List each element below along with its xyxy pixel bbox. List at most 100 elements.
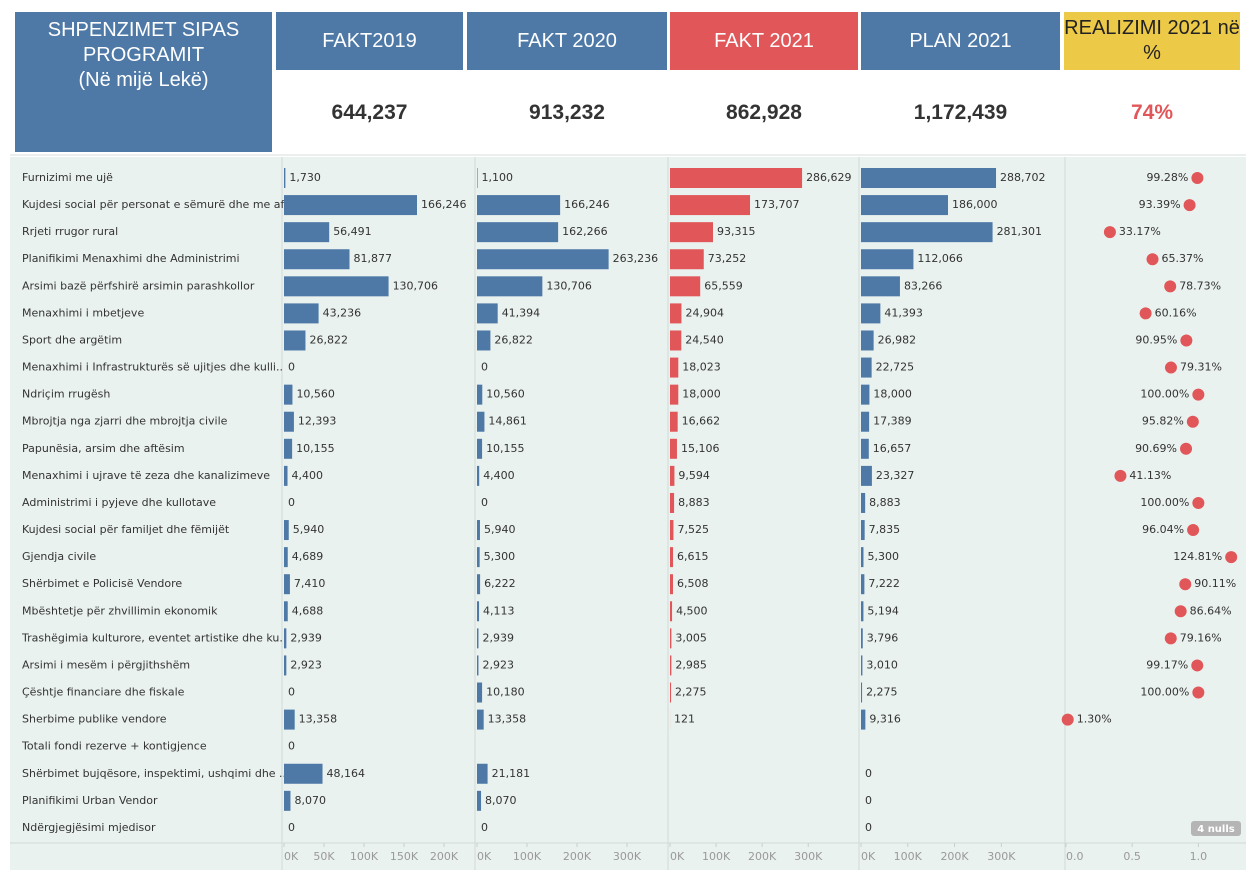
value-label: 14,861: [488, 415, 527, 428]
value-label: 0: [481, 496, 488, 509]
value-label: 7,410: [294, 577, 326, 590]
dot: [1183, 199, 1196, 212]
bar: [477, 438, 483, 459]
value-label: 10,155: [296, 442, 335, 455]
category-label: Ndërgjegjësimi mjedisor: [22, 821, 156, 834]
x-tick-label: 200K: [563, 850, 592, 863]
bar: [670, 303, 682, 324]
x-tick-label: 0K: [861, 850, 876, 863]
value-label: 10,155: [486, 442, 525, 455]
bar: [670, 547, 674, 568]
value-label: 2,275: [866, 686, 898, 699]
kpi-value: 862,928: [726, 101, 802, 124]
category-label: Sport dhe argëtim: [22, 333, 122, 346]
value-label: 48,164: [327, 767, 366, 780]
category-label: Shërbimet e Policisë Vendore: [22, 577, 182, 590]
value-label: 0: [288, 496, 295, 509]
bar: [284, 222, 330, 243]
x-tick-label: 1.0: [1190, 850, 1208, 863]
category-label: Çështje financiare dhe fiskale: [22, 686, 185, 699]
bar: [477, 249, 609, 270]
bar: [861, 438, 869, 459]
value-label: 5,194: [867, 604, 899, 617]
x-tick-label: 300K: [794, 850, 823, 863]
title: SHPENZIMET SIPAS PROGRAMIT: [47, 19, 240, 66]
bar: [861, 655, 863, 676]
value-label: 162,266: [562, 225, 608, 238]
nulls-indicator: 4 nulls: [1197, 824, 1235, 835]
dot: [1192, 686, 1205, 699]
value-label: 100.00%: [1140, 388, 1189, 401]
bar: [477, 168, 478, 188]
bar: [861, 195, 948, 216]
value-label: 286,629: [806, 171, 852, 184]
bar: [670, 492, 675, 513]
value-label: 41.13%: [1129, 469, 1171, 482]
bar: [284, 763, 323, 784]
bar: [670, 601, 673, 622]
value-label: 33.17%: [1119, 225, 1161, 238]
value-label: 2,923: [482, 658, 514, 671]
category-label: Menaxhimi i Infrastrukturës së ujitjes d…: [22, 361, 283, 374]
value-label: 2,939: [482, 631, 513, 644]
bar: [861, 628, 863, 649]
bar: [284, 574, 290, 595]
category-label: Gjendja civile: [22, 550, 96, 563]
bar: [670, 384, 679, 405]
x-tick-label: 0K: [670, 850, 685, 863]
value-label: 5,940: [293, 523, 325, 536]
value-label: 79.31%: [1180, 361, 1222, 374]
value-label: 21,181: [492, 767, 531, 780]
bar: [284, 655, 287, 676]
bar: [284, 195, 417, 216]
bar: [284, 168, 286, 188]
bar: [284, 790, 291, 811]
value-label: 4,500: [676, 604, 708, 617]
value-label: 10,560: [296, 388, 335, 401]
value-label: 26,822: [494, 333, 533, 346]
value-label: 9,594: [678, 469, 710, 482]
bar: [861, 276, 900, 297]
category-label: Rrjeti rrugor rural: [22, 225, 118, 238]
category-label: Ndriçim rrugësh: [22, 388, 110, 401]
value-label: 4,689: [292, 550, 324, 563]
value-label: 93.39%: [1139, 198, 1181, 211]
dot: [1180, 442, 1193, 455]
value-label: 99.28%: [1146, 171, 1188, 184]
dot: [1192, 496, 1205, 509]
value-label: 78.73%: [1179, 279, 1221, 292]
bar: [284, 601, 288, 622]
value-label: 86.64%: [1190, 604, 1232, 617]
category-label: Papunësia, arsim dhe aftësim: [22, 442, 185, 455]
value-label: 166,246: [421, 198, 467, 211]
value-label: 99.17%: [1146, 658, 1188, 671]
value-label: 263,236: [613, 252, 659, 265]
bar: [670, 357, 679, 378]
value-label: 112,066: [917, 252, 963, 265]
value-label: 0: [865, 821, 872, 834]
category-label: Arsimi bazë përfshirë arsimin parashkoll…: [22, 279, 255, 292]
value-label: 10,560: [486, 388, 525, 401]
value-label: 3,796: [867, 631, 899, 644]
value-label: 0: [865, 794, 872, 807]
bar: [477, 276, 543, 297]
bar: [477, 465, 480, 486]
bar: [861, 330, 874, 351]
bar: [861, 520, 865, 541]
value-label: 8,883: [678, 496, 710, 509]
bar: [477, 790, 482, 811]
category-label: Administrimi i pyjeve dhe kullotave: [22, 496, 216, 509]
bar: [670, 682, 672, 703]
bar: [284, 520, 289, 541]
dot: [1225, 551, 1238, 564]
bar: [284, 384, 293, 405]
bar: [861, 601, 864, 622]
bar: [861, 357, 872, 378]
x-tick-label: 200K: [430, 850, 459, 863]
value-label: 2,939: [290, 631, 322, 644]
value-label: 5,300: [484, 550, 516, 563]
bar: [284, 547, 288, 568]
x-tick-label: 0K: [477, 850, 492, 863]
bar: [477, 330, 491, 351]
bar: [670, 276, 701, 297]
